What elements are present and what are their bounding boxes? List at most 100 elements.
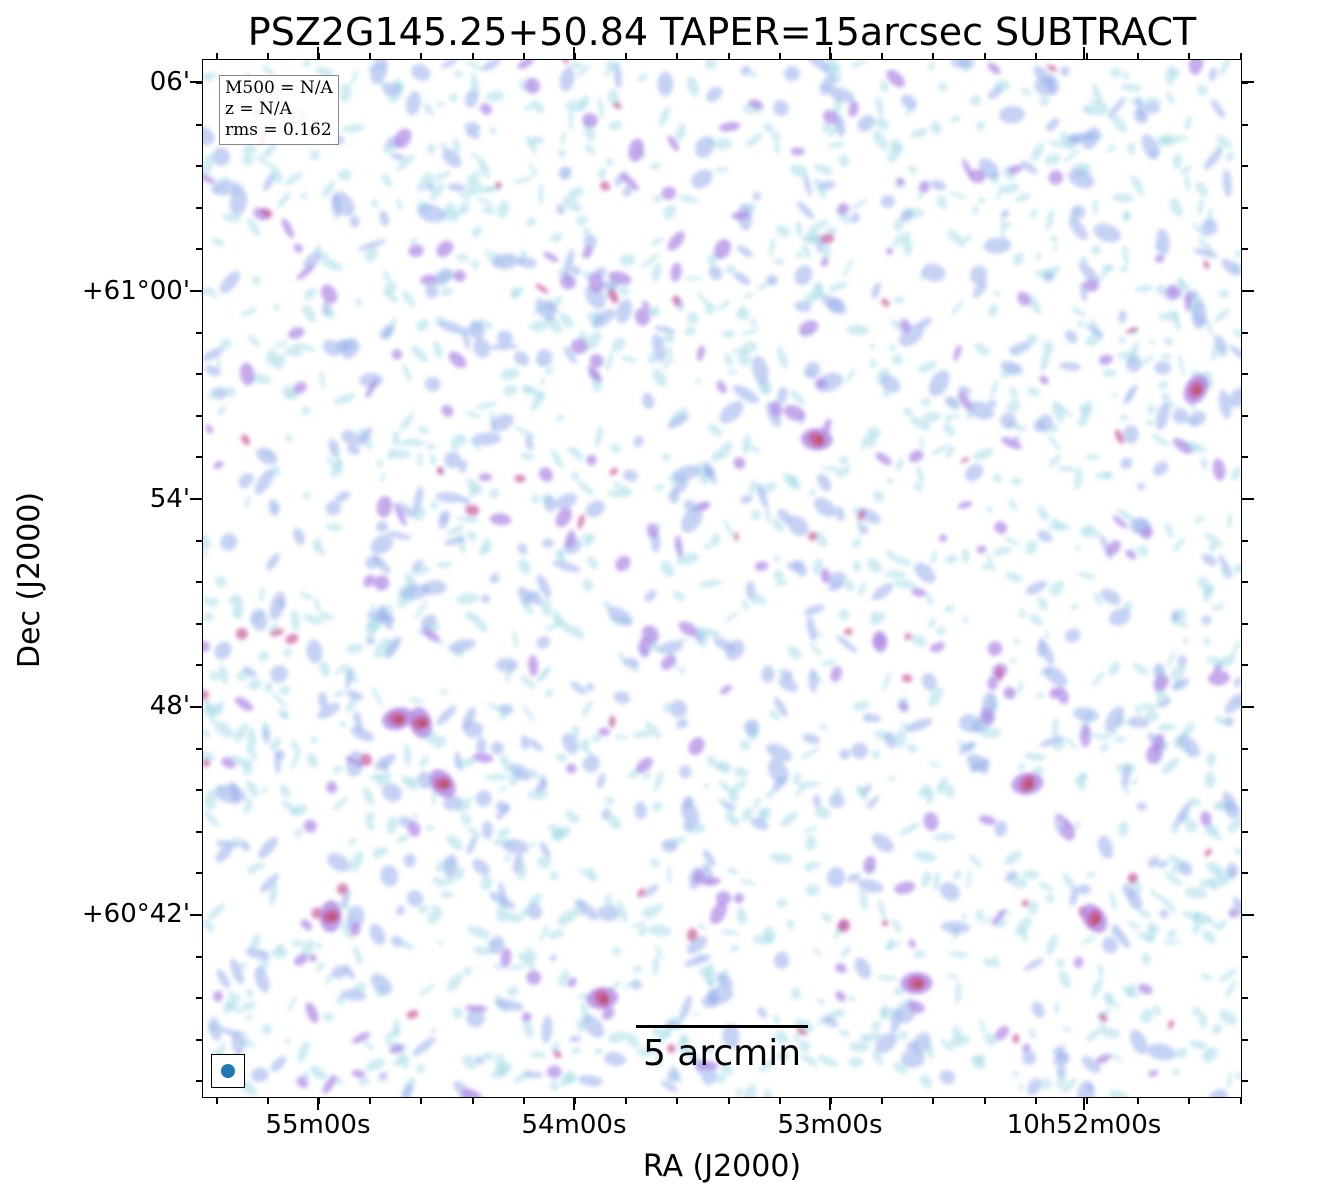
noise-blob [456,593,480,605]
noise-blob [605,352,614,372]
noise-blob [662,702,672,714]
axis-tick [984,53,986,59]
noise-blob [773,570,784,581]
noise-blob [507,986,519,997]
noise-blob [479,544,488,556]
noise-blob [1037,881,1054,892]
axis-tick [196,831,202,833]
noise-blob [1108,661,1121,676]
noise-blob [1134,285,1154,293]
noise-blob [776,898,788,908]
noise-blob [216,356,221,369]
noise-blob [432,170,451,182]
noise-blob [213,720,234,738]
noise-blob [586,454,597,466]
noise-blob [313,1069,328,1081]
noise-blob [694,633,704,643]
noise-blob [419,755,429,768]
cluster-info-box: M500 = N/A z = N/A rms = 0.162 [219,75,339,145]
noise-blob [591,733,601,743]
noise-blob [536,665,552,683]
noise-blob [1207,878,1217,893]
noise-blob [1199,458,1209,469]
noise-blob [1140,1008,1154,1023]
noise-blob [392,440,411,446]
noise-blob [875,1032,898,1054]
axis-tick [196,456,202,458]
noise-blob [777,508,792,524]
noise-blob [489,127,497,134]
noise-blob [939,1070,956,1085]
noise-blob [1213,308,1231,323]
axis-tick [1242,997,1248,999]
noise-blob [1000,412,1017,429]
noise-blob [643,884,659,898]
noise-blob [1040,349,1051,372]
noise-blob [598,166,607,180]
noise-blob [1045,894,1055,904]
noise-blob [819,723,828,731]
noise-blob [927,617,937,628]
noise-blob [269,628,285,637]
axis-tick [932,53,934,59]
noise-blob [303,60,311,68]
noise-blob [754,561,769,571]
noise-blob [460,202,468,211]
noise-blob [1193,911,1203,930]
noise-blob [746,132,763,147]
noise-blob [984,1032,997,1047]
noise-blob [880,374,901,393]
noise-blob [433,268,453,286]
noise-blob [1172,438,1193,454]
noise-blob [1004,850,1022,866]
noise-blob [1232,329,1241,340]
noise-blob [958,391,971,409]
noise-blob [450,434,464,451]
noise-blob [729,816,740,827]
noise-blob [313,598,321,611]
noise-blob [757,1006,767,1019]
noise-blob [1024,752,1046,761]
noise-blob [740,66,752,76]
noise-blob [464,60,485,71]
noise-blob [485,90,505,102]
noise-blob [463,966,473,976]
noise-blob [839,1029,850,1037]
radio-image-panel: M500 = N/A z = N/A rms = 0.162 5 arcmin [202,59,1242,1098]
noise-blob [244,1014,254,1020]
axis-tick [881,1098,883,1104]
noise-blob [429,182,445,201]
noise-blob [319,661,331,677]
noise-blob [772,1014,781,1024]
noise-blob [821,122,832,133]
noise-blob [968,169,986,184]
noise-blob [260,159,277,170]
noise-blob [535,781,548,793]
noise-blob [613,691,631,704]
noise-blob [634,307,651,326]
noise-blob [610,444,621,454]
noise-blob [1083,279,1099,292]
noise-blob [555,548,565,561]
noise-blob [948,951,969,958]
noise-blob [929,642,946,653]
noise-blob [1037,530,1053,543]
noise-blob [576,1018,585,1033]
noise-blob [1185,820,1198,833]
noise-blob [952,869,962,880]
noise-blob [403,853,416,868]
noise-blob [562,60,570,65]
noise-blob [609,715,616,728]
noise-blob [404,438,426,447]
noise-blob [777,386,788,405]
noise-blob [511,286,524,299]
noise-blob [545,366,554,375]
noise-blob [911,588,927,597]
noise-blob [791,987,801,1000]
noise-blob [809,489,816,496]
noise-blob [1092,199,1098,216]
noise-blob [1012,1070,1019,1078]
noise-blob [1201,615,1212,626]
noise-blob [596,772,606,789]
noise-blob [895,728,907,748]
